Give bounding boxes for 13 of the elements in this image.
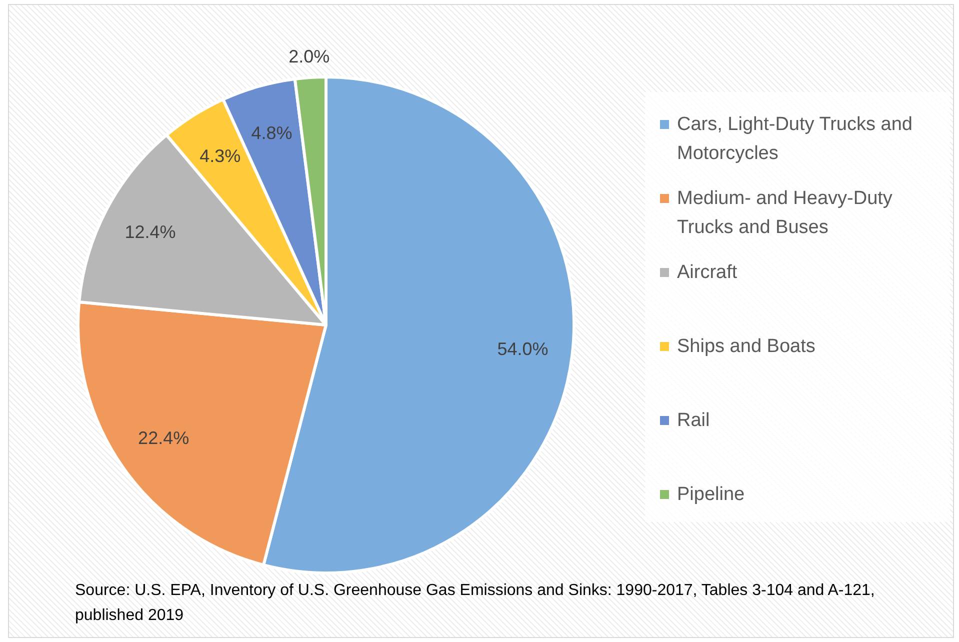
legend-label: Ships and Boats <box>677 335 816 359</box>
data-label: 12.4% <box>124 222 176 242</box>
legend-label: Medium- and Heavy-Duty Trucks and Buses <box>677 187 894 240</box>
legend-label: Pipeline <box>677 483 746 507</box>
data-label: 2.0% <box>288 46 330 66</box>
data-label: 22.4% <box>138 428 190 448</box>
source-note: Source: U.S. EPA, Inventory of U.S. Greenhouse Gas Emissions and Sinks: 1990-2017, Tables 3-104 and A-121, published 2019 <box>75 581 876 626</box>
data-label: 4.3% <box>200 146 241 166</box>
data-label: 54.0% <box>497 339 548 360</box>
legend-label: Aircraft <box>677 261 738 285</box>
legend-label: Rail <box>677 409 711 433</box>
data-label: 4.8% <box>251 123 292 144</box>
legend-label: Cars, Light-Duty Trucks and Motorcycles <box>677 113 914 166</box>
